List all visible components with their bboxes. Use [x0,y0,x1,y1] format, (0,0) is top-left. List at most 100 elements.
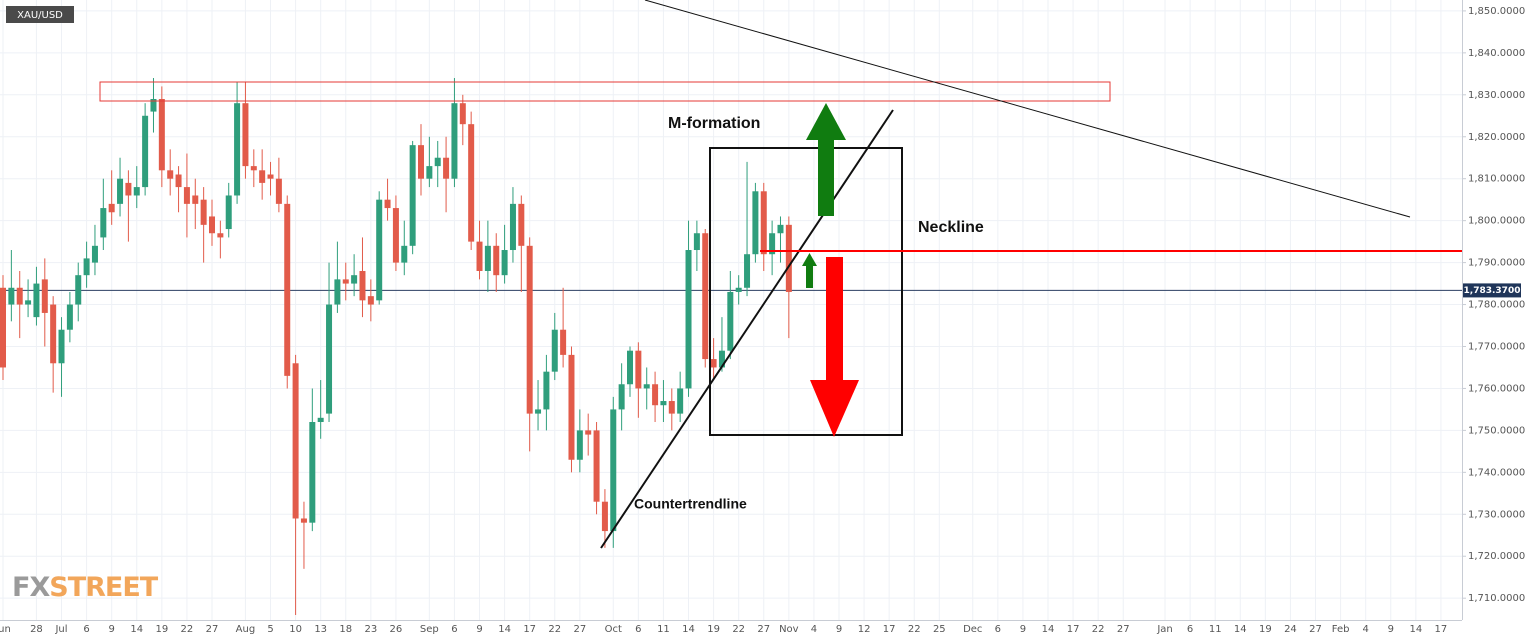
x-tick-label: 26 [390,624,403,635]
candle-body [242,103,249,167]
candle-body [33,283,40,318]
candle-body [317,417,324,423]
candle-body [217,233,224,238]
candle-body [326,304,333,414]
candle-body [627,350,633,385]
candle-body [652,384,659,406]
price-label-box [1463,283,1521,298]
candles [0,78,792,615]
candle-body [551,329,558,372]
candle-body [610,409,617,532]
candle-body [476,241,483,271]
candle-body [200,199,207,225]
y-tick-label: 1,750.0000 [1468,425,1525,436]
candle-body [576,430,583,460]
y-tick-label: 1,840.0000 [1468,48,1525,59]
candle-body [133,187,140,196]
x-tick-label: 9 [836,624,842,635]
x-tick-label: 6 [995,624,1001,635]
candle-body [785,224,792,292]
candle-body [0,287,6,368]
x-tick-label: 19 [1259,624,1272,635]
x-tick-label: 18 [339,624,352,635]
candle-body [275,178,282,204]
candle-body [250,166,257,171]
candle-body [543,371,550,410]
candle-body [142,115,149,188]
x-tick-label: 11 [1209,624,1222,635]
x-tick-label: 19 [707,624,720,635]
candle-body [58,329,65,364]
candle-body [752,191,759,255]
candle-body [125,182,132,196]
y-tick-label: 1,820.0000 [1468,132,1525,143]
y-tick-label: 1,780.0000 [1468,300,1525,311]
candle-body [660,401,667,406]
downtrend-line [644,0,1411,218]
y-tick-label: 1,800.0000 [1468,216,1525,227]
candle-body [16,287,23,305]
candle-body [777,224,784,234]
x-tick-label: 27 [206,624,219,635]
candle-body [75,275,82,305]
candle-body [535,409,542,414]
x-tick-label: 14 [1042,624,1055,635]
candle-body [117,178,124,204]
candle-body [158,98,165,171]
y-tick-label: 1,740.0000 [1468,467,1525,478]
candle-body [735,287,742,292]
axes: 1,710.0000 1,720.0000 1,730.0000 1,740.0000… [0,6,1525,635]
up-arrow-shaft [818,139,834,216]
annotation: M-formation [668,115,760,132]
x-tick-label: 14 [1234,624,1247,635]
watermark-suffix: STREET [49,572,159,603]
candle-body [183,187,190,204]
y-tick-label: 1,770.0000 [1468,341,1525,352]
x-tick-label: 4 [811,624,817,635]
candle-body [593,430,600,502]
y-tick-label: 1,850.0000 [1468,6,1525,17]
candle-body [643,384,650,389]
x-tick-label: Jan [1156,624,1172,635]
pattern-box [709,147,903,436]
x-tick-label: Nov [779,624,799,635]
candle-body [175,174,182,188]
candle-body [601,501,608,532]
x-tick-label: 14 [682,624,695,635]
candle-body [209,216,215,234]
candle-body [526,245,533,414]
candle-body [693,233,700,251]
x-tick-label: Jun [0,624,11,635]
candle-body [518,203,525,246]
annotation: Countertrendline [634,496,747,512]
x-tick-label: 14 [498,624,511,635]
candle-body [451,103,458,179]
x-tick-label: 13 [314,624,327,635]
x-tick-label: 22 [732,624,745,635]
x-tick-label: 14 [1409,624,1422,635]
candle-body [351,275,358,284]
candle-body [618,384,625,410]
x-tick-label: 25 [933,624,946,635]
x-tick-label: 27 [573,624,586,635]
candle-body [150,98,157,112]
candle-body [50,304,57,364]
candle-body [384,199,391,209]
x-tick-label: 24 [1284,624,1297,635]
x-tick-label: Aug [236,624,256,635]
candle-body [259,170,266,183]
candle-body [66,304,73,330]
candle-body [83,258,90,276]
candle-body [702,233,709,360]
x-tick-label: Dec [963,624,982,635]
candle-body [267,174,274,179]
candle-body [677,388,684,414]
candle-body [493,245,500,276]
candle-body [568,354,575,460]
candle-body [359,270,366,301]
symbol-badge [6,6,74,23]
candle-body [760,191,767,255]
candle-body [100,208,107,238]
